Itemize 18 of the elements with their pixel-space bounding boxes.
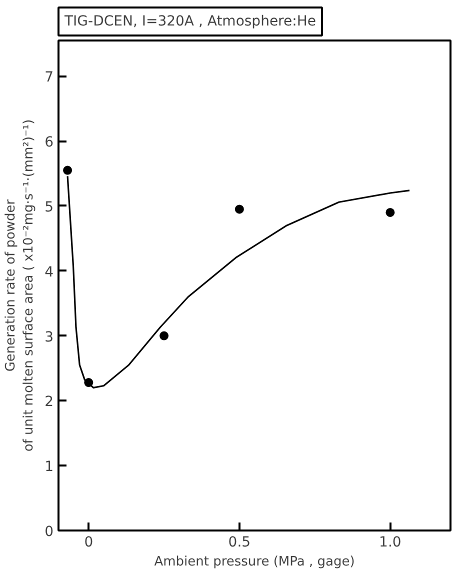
y-tick-label: 0 — [44, 524, 54, 540]
y-tick-label: 6 — [44, 134, 54, 151]
y-tick-label: 1 — [44, 459, 54, 476]
point — [234, 204, 244, 214]
point — [160, 331, 169, 340]
x-tick-label: 0 — [84, 534, 94, 550]
point — [386, 208, 395, 217]
x-axis-title: Ambient pressure (MPa , gage) — [154, 554, 355, 570]
chart-title: TIG-DCEN, I=320A , Atmosphere:He — [64, 14, 316, 30]
y-axis-title: Generation rate of powder of unit molten surface area ( x10⁻²mg·s⁻¹·(mm²)⁻¹) — [4, 119, 37, 452]
point — [63, 166, 72, 175]
x-tick-label: 0.5 — [228, 534, 251, 550]
x-tick-label: 1.0 — [379, 534, 402, 550]
y-tick-label: 3 — [44, 329, 54, 346]
y-tick-label: 5 — [44, 199, 54, 216]
y-tick-label: 2 — [44, 394, 54, 410]
y-tick-label: 7 — [44, 70, 54, 86]
y-tick-label: 4 — [44, 264, 54, 280]
